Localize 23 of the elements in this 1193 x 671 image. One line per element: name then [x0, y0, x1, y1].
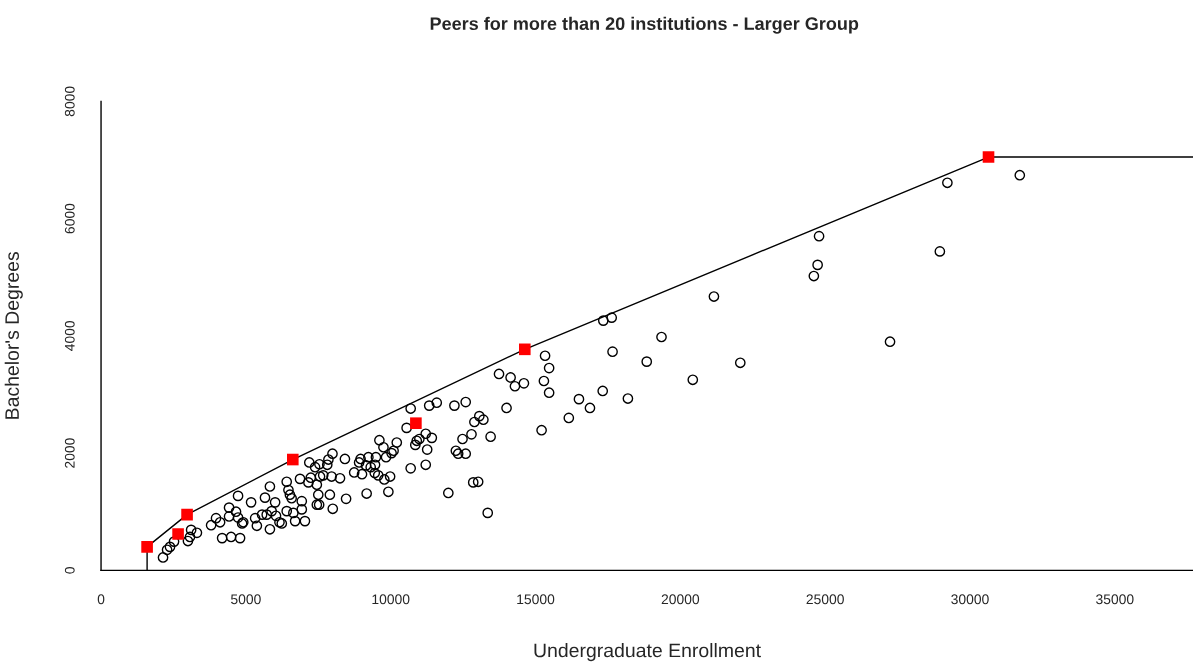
x-tick-label: 5000 — [230, 594, 261, 605]
x-tick-label: 20000 — [661, 594, 700, 605]
y-tick-label: 2000 — [64, 438, 75, 468]
x-tick-label: 0 — [97, 594, 105, 605]
x-tick-label: 10000 — [372, 594, 410, 605]
point — [518, 343, 531, 356]
point — [410, 417, 422, 429]
y-tick-label: 6000 — [64, 203, 75, 234]
point — [172, 528, 184, 540]
y-tick-label: 4000 — [64, 320, 75, 351]
y-tick-label: 0 — [64, 567, 75, 574]
x-tick-label: 25000 — [806, 594, 844, 605]
chart-title: Peers for more than 20 institutions - Larger Group — [430, 16, 859, 34]
y-tick-label: 8000 — [64, 86, 75, 117]
x-tick-label: 30000 — [951, 594, 989, 605]
x-axis-title: Undergraduate Enrollment — [534, 643, 761, 662]
point — [181, 508, 193, 521]
point — [141, 541, 153, 553]
y-axis-title: Bachelor's Degrees — [4, 252, 23, 419]
x-tick-label: 35000 — [1096, 594, 1134, 605]
point — [982, 151, 995, 163]
x-tick-label: 15000 — [517, 594, 555, 605]
point — [286, 453, 299, 466]
